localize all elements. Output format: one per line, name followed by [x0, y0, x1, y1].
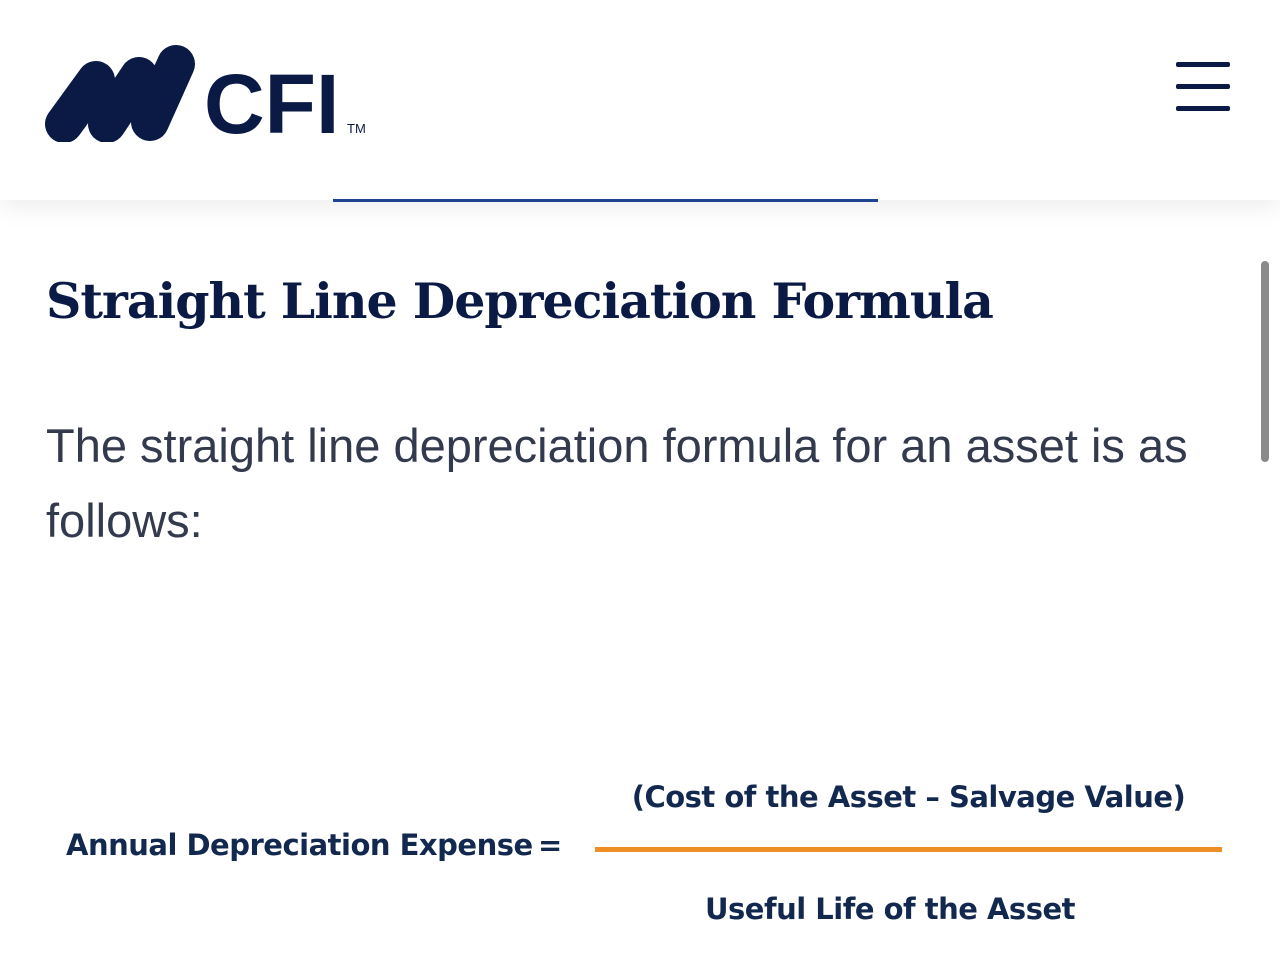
reading-progress-bar [333, 199, 878, 202]
site-header: CFI TM [0, 0, 1280, 200]
formula-image: Annual Depreciation Expense = (Cost of t… [0, 760, 1280, 960]
cfi-logo[interactable]: CFI TM [44, 42, 374, 142]
formula-denominator: Useful Life of the Asset [705, 892, 1075, 926]
scrollbar-thumb[interactable] [1261, 261, 1269, 462]
page-title: Straight Line Depreciation Formula [46, 272, 994, 330]
fraction-bar [595, 847, 1222, 852]
hamburger-menu-icon[interactable] [1176, 62, 1230, 112]
svg-text:CFI: CFI [204, 57, 339, 142]
formula-lhs: Annual Depreciation Expense [66, 828, 533, 862]
intro-paragraph: The straight line depreciation formula f… [46, 419, 1188, 547]
formula-equals: = [538, 828, 563, 862]
formula-numerator: (Cost of the Asset – Salvage Value) [631, 780, 1186, 814]
svg-text:TM: TM [347, 121, 366, 136]
